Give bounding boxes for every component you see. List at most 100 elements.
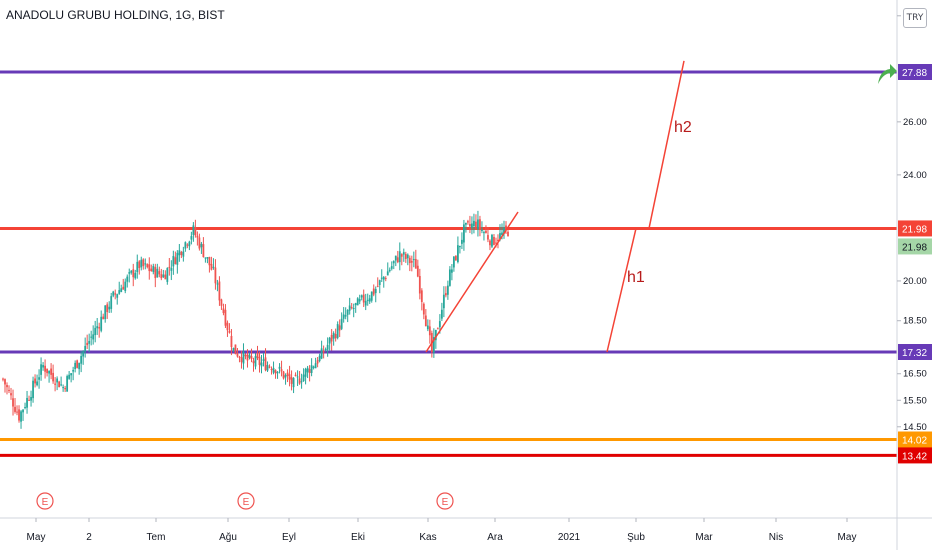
- price-level-label: 13.42: [902, 451, 927, 462]
- candle-body: [378, 280, 381, 285]
- candle-body: [120, 288, 123, 292]
- candle-body: [124, 281, 127, 292]
- candle-body: [254, 356, 257, 367]
- candle-body: [88, 340, 91, 344]
- candle-body: [140, 259, 143, 268]
- candle-body: [252, 360, 255, 364]
- currency-button[interactable]: TRY: [903, 8, 927, 28]
- candle-body: [10, 393, 12, 396]
- earnings-marker[interactable]: E: [36, 492, 54, 510]
- candle-body: [304, 369, 307, 377]
- candle-body: [330, 334, 333, 342]
- candle-body: [457, 245, 459, 263]
- candle-body: [6, 385, 8, 388]
- candle-body: [102, 316, 105, 320]
- candle-body: [186, 244, 189, 246]
- candle-body: [477, 219, 479, 230]
- candle-body: [208, 256, 211, 266]
- candle-body: [176, 252, 179, 265]
- candle-body: [72, 369, 75, 372]
- candle-body: [224, 309, 227, 326]
- earnings-marker[interactable]: E: [237, 492, 255, 510]
- candle-body: [150, 268, 153, 271]
- projection-h1-line[interactable]: [606, 228, 637, 353]
- candle-body: [461, 239, 463, 244]
- projection-h2-line[interactable]: [648, 60, 685, 229]
- candle-body: [384, 277, 387, 279]
- candle-body: [368, 298, 371, 302]
- trend-line[interactable]: [425, 211, 519, 353]
- candle-body: [493, 236, 495, 245]
- candle-body: [503, 227, 505, 234]
- candle-body: [298, 378, 301, 384]
- candle-body: [48, 371, 50, 374]
- candle-body: [226, 322, 229, 331]
- candle-body: [366, 299, 369, 301]
- candle-body: [266, 364, 269, 371]
- candle-body: [382, 276, 385, 280]
- candle-body: [314, 363, 317, 369]
- candle-body: [132, 269, 135, 278]
- candle-body: [58, 381, 61, 388]
- candle-body: [450, 269, 453, 273]
- candle-body: [306, 367, 309, 373]
- candle-body: [358, 299, 361, 302]
- candle-body: [54, 383, 57, 385]
- earnings-marker[interactable]: E: [436, 492, 454, 510]
- candle-body: [212, 266, 215, 268]
- price-level-label: 14.02: [902, 436, 927, 447]
- candle-body: [446, 285, 449, 295]
- candle-body: [190, 236, 193, 240]
- candle-body: [452, 256, 455, 268]
- candle-body: [376, 285, 379, 287]
- candle-body: [250, 356, 253, 359]
- candle-body: [44, 365, 46, 372]
- candle-body: [128, 272, 131, 274]
- candle-body: [497, 239, 499, 242]
- candle-body: [392, 261, 395, 264]
- price-level-badge: [898, 344, 932, 360]
- candle-body: [372, 288, 375, 295]
- candle-body: [352, 308, 355, 310]
- candle-body: [8, 389, 10, 391]
- candle-body: [60, 384, 63, 386]
- candle-body: [26, 398, 28, 408]
- candle-body: [258, 356, 261, 365]
- candle-body: [412, 259, 415, 261]
- price-level-badge: [898, 220, 932, 237]
- candle-body: [286, 372, 289, 376]
- y-tick-label: 18.50: [903, 316, 927, 327]
- candle-body: [68, 374, 71, 379]
- candle-body: [240, 357, 243, 363]
- candle-body: [144, 263, 147, 265]
- candle-body: [414, 258, 417, 269]
- candle-body: [96, 326, 99, 329]
- current-price-badge: [898, 238, 932, 255]
- candle-body: [246, 354, 249, 361]
- candle-body: [194, 227, 197, 236]
- share-arrow-icon[interactable]: [878, 64, 897, 84]
- candle-body: [483, 232, 485, 234]
- candle-body: [342, 314, 345, 319]
- candle-body: [94, 327, 97, 336]
- candle-body: [146, 264, 149, 268]
- candle-body: [164, 274, 167, 280]
- candle-body: [495, 242, 497, 244]
- x-tick-label: Ağu: [219, 532, 237, 543]
- candle-body: [218, 281, 221, 301]
- candle-body: [467, 221, 469, 223]
- y-tick-label: 16.50: [903, 369, 927, 380]
- candle-body: [180, 252, 183, 256]
- candle-body: [332, 332, 335, 339]
- annotation-h1: h1: [627, 269, 645, 286]
- y-tick-label: 26.00: [903, 117, 927, 128]
- x-tick-label: 2: [86, 532, 92, 543]
- candle-body: [481, 229, 483, 231]
- candle-body: [222, 308, 225, 314]
- candle-body: [92, 334, 95, 340]
- candle-body: [410, 260, 413, 263]
- candle-body: [130, 270, 133, 273]
- candle-body: [340, 318, 343, 329]
- candle-body: [4, 379, 6, 385]
